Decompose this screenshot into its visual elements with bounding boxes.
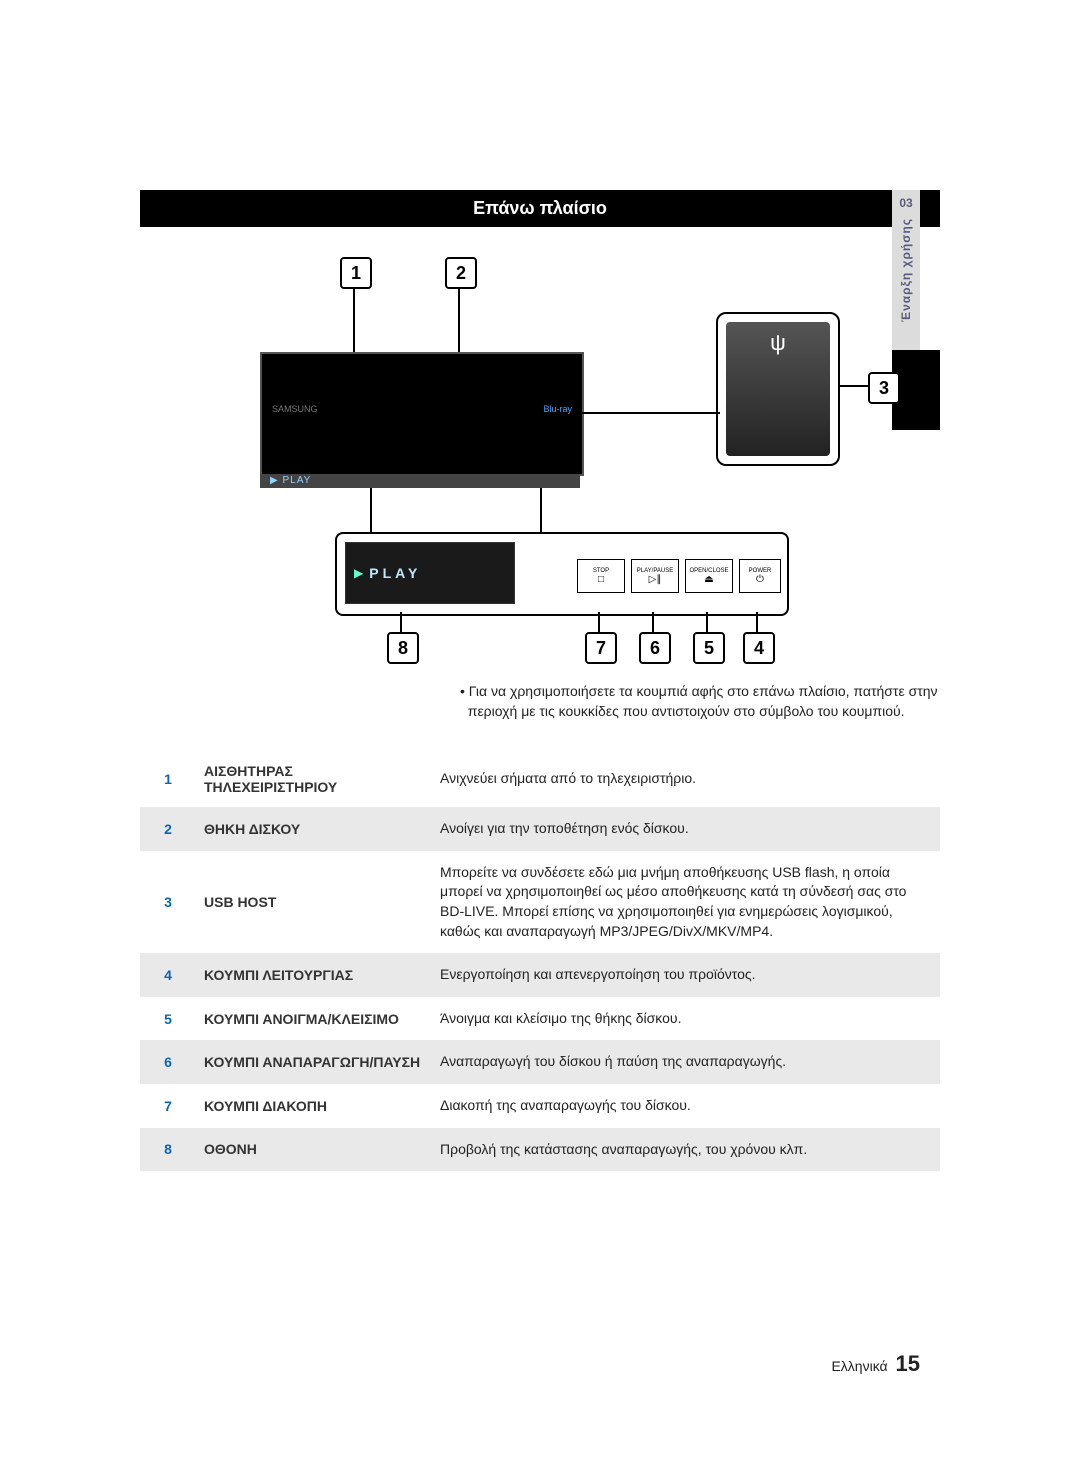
play-icon: ▷∥ — [649, 574, 662, 585]
open-close-button-illustration: OPEN/CLOSE ⏏ — [685, 559, 733, 593]
row-name: ΚΟΥΜΠΙ ΔΙΑΚΟΠΗ — [196, 1084, 432, 1128]
row-description: Ενεργοποίηση και απενεργοποίηση του προϊ… — [432, 953, 940, 997]
leader-4 — [756, 612, 758, 632]
note-line-1: Για να χρησιμοποιήσετε τα κουμπιά αφής σ… — [469, 683, 938, 699]
table-row: 6ΚΟΥΜΠΙ ΑΝΑΠΑΡΑΓΩΓΗ/ΠΑΥΣΗΑναπαραγωγή του… — [140, 1040, 940, 1084]
callout-8: 8 — [387, 632, 419, 664]
chapter-side-tab: 03 Έναρξη χρήσης — [892, 190, 920, 350]
usb-icon: ψ — [770, 330, 786, 356]
top-panel-diagram: 1 2 SAMSUNG Blu-ray ▶ PLAY ψ 3 ▶ PLAY ST… — [240, 252, 840, 652]
row-number: 5 — [140, 997, 196, 1041]
usb-detail-balloon: ψ — [716, 312, 840, 466]
bullet-icon: • — [460, 683, 465, 699]
row-number: 1 — [140, 751, 196, 807]
usage-note: • Για να χρησιμοποιήσετε τα κουμπιά αφής… — [460, 682, 940, 721]
display-play-text-tiny: PLAY — [282, 475, 311, 486]
stop-icon: □ — [598, 574, 604, 585]
footer-language: Ελληνικά — [831, 1358, 887, 1374]
leader-3 — [840, 385, 870, 387]
row-number: 8 — [140, 1128, 196, 1172]
table-row: 8ΟΘΟΝΗΠροβολή της κατάστασης αναπαραγωγή… — [140, 1128, 940, 1172]
page-number: 15 — [896, 1351, 920, 1376]
row-name: ΚΟΥΜΠΙ ΑΝΟΙΓΜΑ/ΚΛΕΙΣΙΜΟ — [196, 997, 432, 1041]
parts-table: 1ΑΙΣΘΗΤΗΡΑΣ ΤΗΛΕΧΕΙΡΙΣΤΗΡΙΟΥΑνιχνεύει σή… — [140, 751, 940, 1171]
power-button-illustration: POWER ⏻ — [739, 559, 781, 593]
row-number: 7 — [140, 1084, 196, 1128]
note-line-2: περιοχή με τις κουκκίδες που αντιστοιχού… — [468, 703, 905, 719]
display-panel: ▶ PLAY — [345, 542, 515, 604]
disc-logo: Blu-ray — [543, 404, 572, 414]
table-row: 4ΚΟΥΜΠΙ ΛΕΙΤΟΥΡΓΙΑΣΕνεργοποίηση και απεν… — [140, 953, 940, 997]
section-header: Επάνω πλαίσιο — [140, 190, 940, 227]
power-icon: ⏻ — [756, 574, 764, 585]
stop-button-illustration: STOP □ — [577, 559, 625, 593]
callout-1: 1 — [340, 257, 372, 289]
leader-6 — [652, 612, 654, 632]
display-play-tiny: ▶ PLAY — [270, 475, 311, 486]
row-description: Αναπαραγωγή του δίσκου ή παύση της αναπα… — [432, 1040, 940, 1084]
brand-label: SAMSUNG — [272, 404, 318, 414]
callout-3: 3 — [868, 372, 900, 404]
callout-6: 6 — [639, 632, 671, 664]
row-number: 4 — [140, 953, 196, 997]
leader-2 — [458, 287, 460, 357]
table-row: 3USB HOSTΜπορείτε να συνδέσετε εδώ μια μ… — [140, 851, 940, 953]
play-pause-button-illustration: PLAY/PAUSE ▷∥ — [631, 559, 679, 593]
eject-icon: ⏏ — [704, 574, 713, 585]
callout-5: 5 — [693, 632, 725, 664]
page: Επάνω πλαίσιο 03 Έναρξη χρήσης 1 2 SAMSU… — [0, 0, 1080, 1477]
table-row: 7ΚΟΥΜΠΙ ΔΙΑΚΟΠΗΔιακοπή της αναπαραγωγής … — [140, 1084, 940, 1128]
chapter-label: Έναρξη χρήσης — [899, 218, 913, 322]
row-name: ΚΟΥΜΠΙ ΛΕΙΤΟΥΡΓΙΑΣ — [196, 953, 432, 997]
row-name: USB HOST — [196, 851, 432, 953]
row-description: Μπορείτε να συνδέσετε εδώ μια μνήμη αποθ… — [432, 851, 940, 953]
table-row: 5ΚΟΥΜΠΙ ΑΝΟΙΓΜΑ/ΚΛΕΙΣΙΜΟΆνοιγμα και κλεί… — [140, 997, 940, 1041]
row-name: ΚΟΥΜΠΙ ΑΝΑΠΑΡΑΓΩΓΗ/ΠΑΥΣΗ — [196, 1040, 432, 1084]
table-row: 1ΑΙΣΘΗΤΗΡΑΣ ΤΗΛΕΧΕΙΡΙΣΤΗΡΙΟΥΑνιχνεύει σή… — [140, 751, 940, 807]
callout-7: 7 — [585, 632, 617, 664]
row-description: Άνοιγμα και κλείσιμο της θήκης δίσκου. — [432, 997, 940, 1041]
row-name: ΟΘΟΝΗ — [196, 1128, 432, 1172]
row-description: Ανοίγει για την τοποθέτηση ενός δίσκου. — [432, 807, 940, 851]
row-number: 6 — [140, 1040, 196, 1084]
callout-2: 2 — [445, 257, 477, 289]
callout-4: 4 — [743, 632, 775, 664]
row-name: ΘΗΚΗ ΔΙΣΚΟΥ — [196, 807, 432, 851]
page-footer: Ελληνικά 15 — [831, 1351, 920, 1377]
leader-7 — [598, 612, 600, 632]
row-number: 2 — [140, 807, 196, 851]
row-description: Διακοπή της αναπαραγωγής του δίσκου. — [432, 1084, 940, 1128]
leader-5 — [706, 612, 708, 632]
leader-1 — [353, 287, 355, 357]
leader-buttons — [540, 488, 542, 532]
table-row: 2ΘΗΚΗ ΔΙΣΚΟΥΑνοίγει για την τοποθέτηση ε… — [140, 807, 940, 851]
row-name: ΑΙΣΘΗΤΗΡΑΣ ΤΗΛΕΧΕΙΡΙΣΤΗΡΙΟΥ — [196, 751, 432, 807]
usb-slot-illustration: ψ — [726, 322, 830, 456]
play-triangle-icon: ▶ — [354, 566, 363, 580]
player-front-illustration: SAMSUNG Blu-ray — [260, 352, 584, 476]
leader-8a — [370, 488, 372, 532]
leader-8 — [400, 612, 402, 632]
row-number: 3 — [140, 851, 196, 953]
leader-3b — [580, 412, 720, 414]
chapter-number: 03 — [899, 196, 912, 210]
row-description: Ανιχνεύει σήματα από το τηλεχειριστήριο. — [432, 751, 940, 807]
controls-detail-balloon: ▶ PLAY STOP □ PLAY/PAUSE ▷∥ OPEN/CLOSE ⏏… — [335, 532, 789, 616]
display-play-text: PLAY — [369, 565, 421, 581]
row-description: Προβολή της κατάστασης αναπαραγωγής, του… — [432, 1128, 940, 1172]
